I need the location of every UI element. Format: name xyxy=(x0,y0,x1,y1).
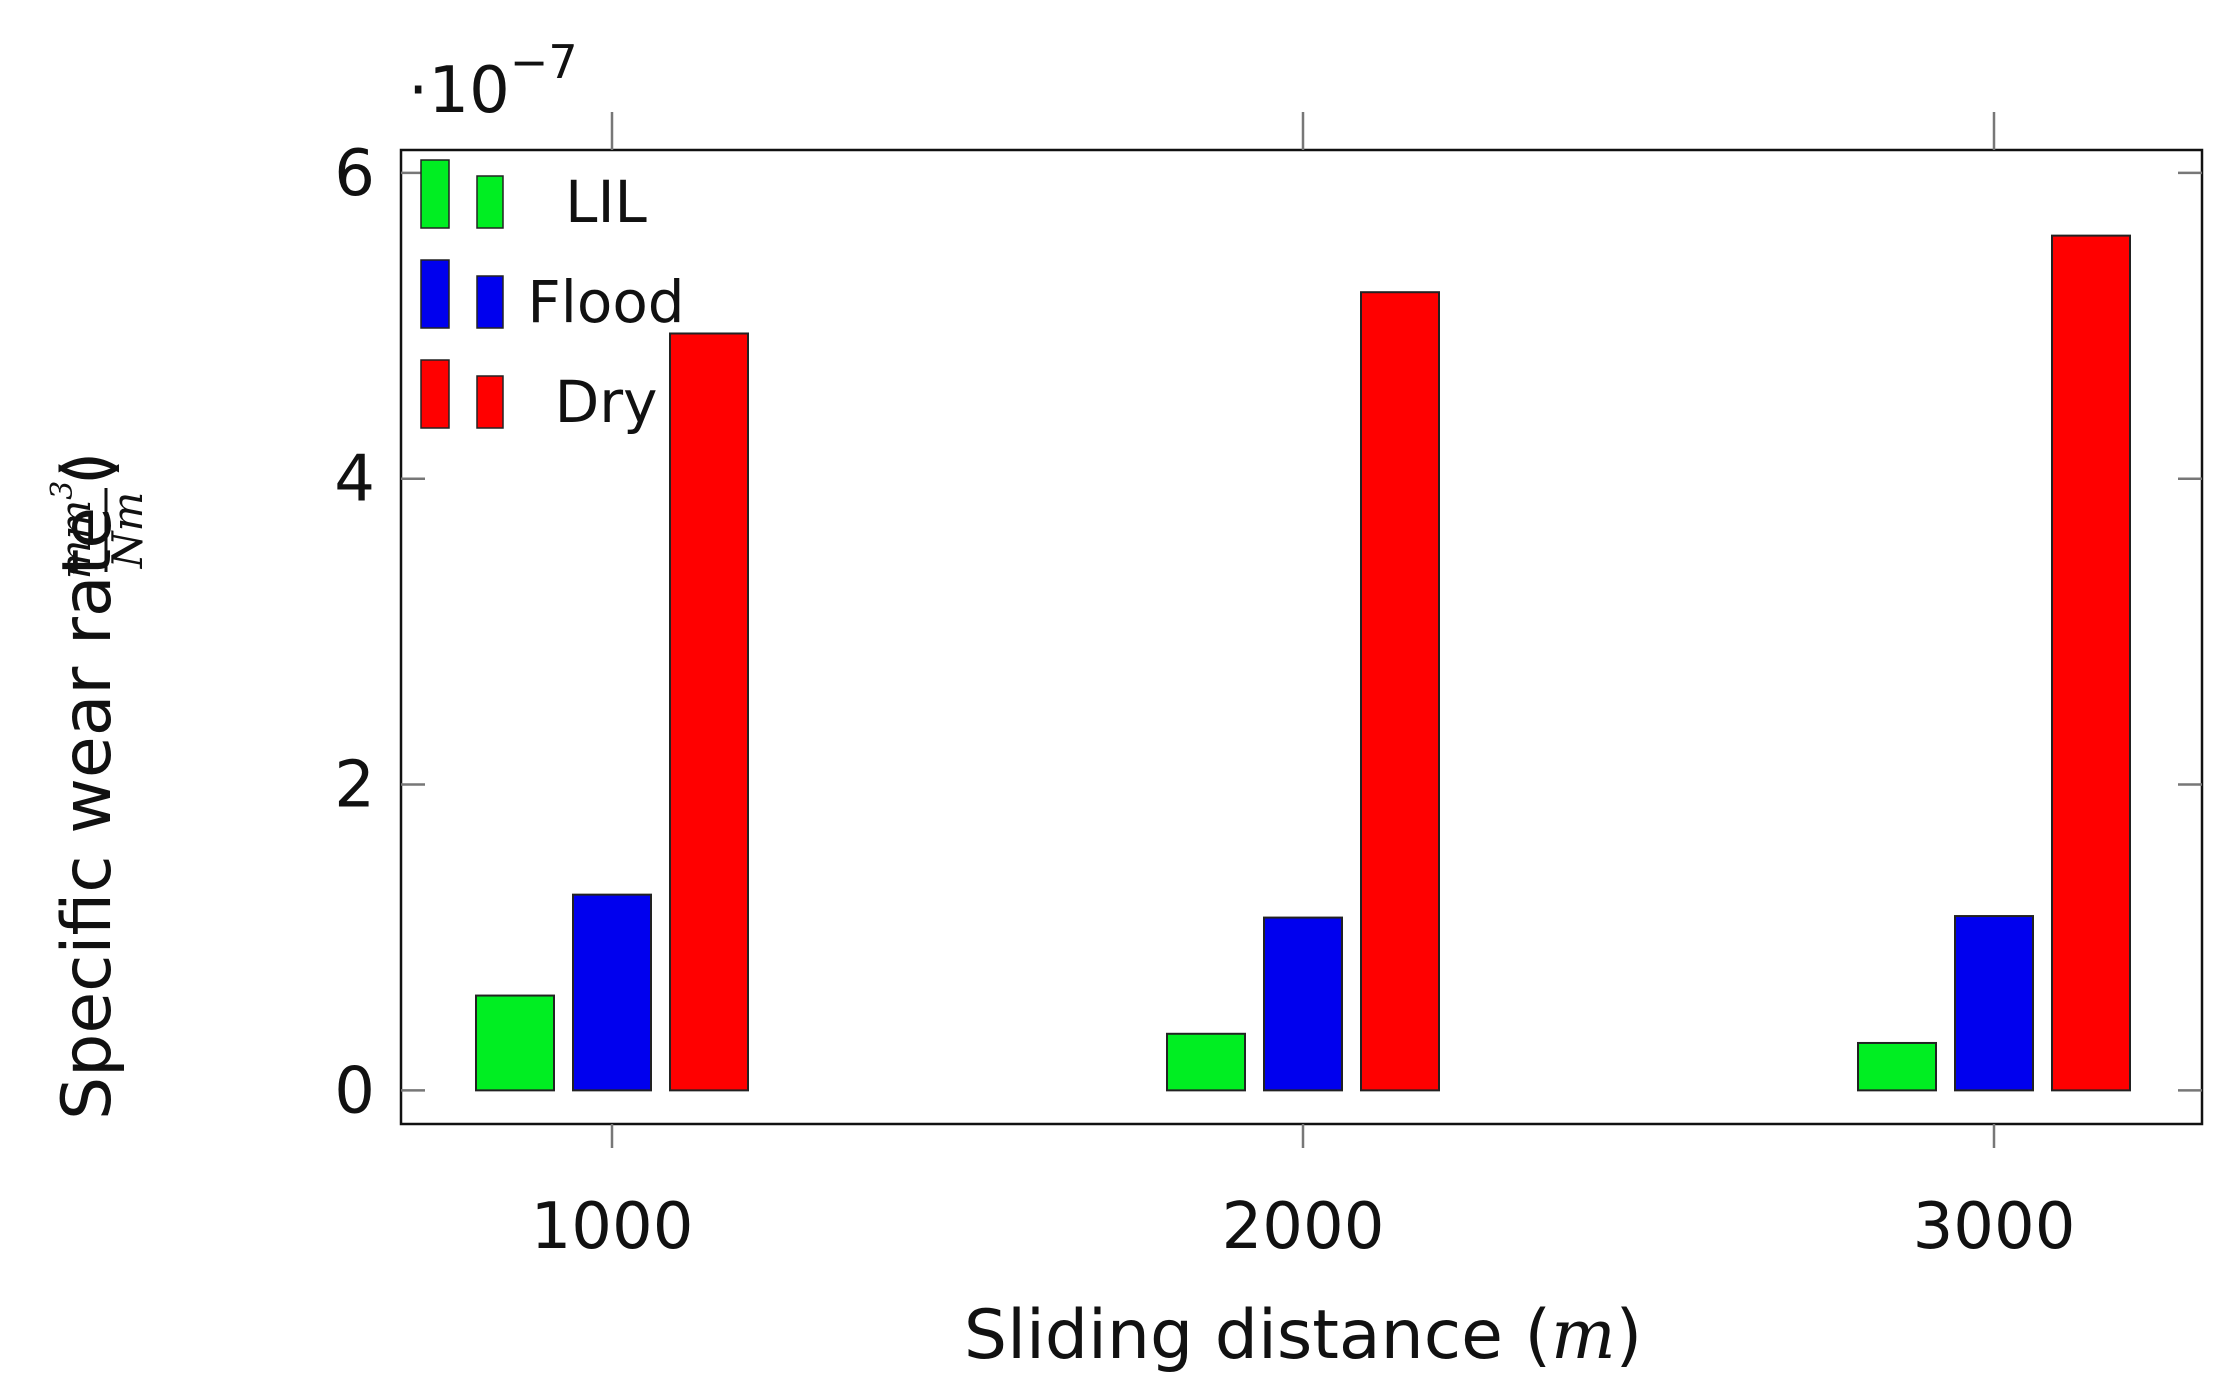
y-tick-label: 4 xyxy=(334,443,375,517)
x-tick-labels: 1000 2000 3000 xyxy=(531,1190,2076,1264)
legend-swatch-flood xyxy=(420,259,450,329)
bar-dry-2000 xyxy=(1360,291,1440,1092)
legend-swatch-dry xyxy=(420,359,450,429)
legend-label-dry: Dry xyxy=(555,368,658,436)
bar-flood-1000 xyxy=(572,893,652,1092)
x-tick-label: 1000 xyxy=(531,1190,694,1264)
y-tick-labels: 0 2 4 6 xyxy=(334,137,375,1128)
bar-dry-3000 xyxy=(2051,234,2131,1092)
svg-text:mm3: mm3 xyxy=(45,481,100,580)
legend-label-lil: LIL xyxy=(565,168,647,236)
bar-dry-1000 xyxy=(669,332,749,1092)
svg-text:): ) xyxy=(48,451,127,478)
ticks-layer xyxy=(401,112,2202,1148)
legend-label-flood: Flood xyxy=(527,268,684,336)
bar-lil-1000 xyxy=(475,994,555,1092)
svg-text:Specific wear rate (: Specific wear rate ( xyxy=(48,459,127,1120)
x-tick-label: 2000 xyxy=(1222,1190,1385,1264)
x-axis-title: Sliding distance (m) xyxy=(964,1296,1642,1375)
plot-frame xyxy=(399,148,2204,1126)
y-axis-title: Specific wear rate ( mm3 Nm ) xyxy=(45,451,152,1120)
y-tick-label: 0 xyxy=(334,1054,375,1128)
bar-flood-2000 xyxy=(1263,916,1343,1092)
bars-layer xyxy=(475,234,2131,1092)
legend: LIL Flood Dry xyxy=(420,159,685,436)
svg-text:Nm: Nm xyxy=(103,492,152,570)
y-tick-label: 2 xyxy=(334,749,375,823)
legend-marker-dry xyxy=(476,375,504,429)
y-scale-factor: ·10−7 xyxy=(408,35,578,128)
bar-flood-3000 xyxy=(1954,915,2034,1092)
legend-marker-lil xyxy=(476,175,504,229)
legend-swatch-lil xyxy=(420,159,450,229)
y-tick-label: 6 xyxy=(334,137,375,211)
bar-lil-2000 xyxy=(1166,1032,1246,1092)
x-tick-label: 3000 xyxy=(1913,1190,2076,1264)
legend-marker-flood xyxy=(476,275,504,329)
bar-lil-3000 xyxy=(1857,1041,1937,1092)
